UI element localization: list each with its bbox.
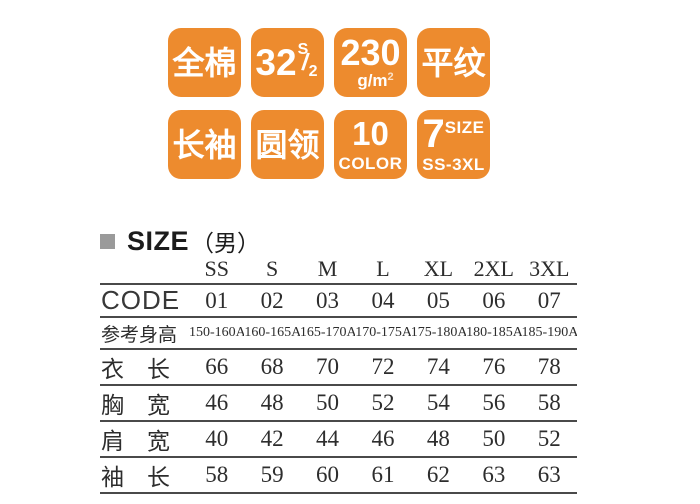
size-table: SS S M L XL 2XL 3XL CODE 01 02 03 04 05 …: [100, 254, 577, 494]
cell: 185-190A: [521, 317, 577, 350]
header-col-s: S: [244, 254, 300, 285]
cell: 48: [244, 385, 300, 422]
table-row-ref-height: 参考身高 150-160A 160-165A 165-170A 170-175A…: [100, 317, 577, 350]
row-label: 肩 宽: [100, 421, 189, 458]
badge-collar-label: 圆领: [255, 126, 320, 163]
cell: 48: [410, 421, 467, 458]
cell: 70: [299, 349, 356, 386]
cell: 46: [189, 385, 245, 422]
badge-sleeve-label: 长袖: [172, 126, 237, 163]
badge-sleeve: 长袖: [168, 110, 241, 179]
cell: 62: [410, 457, 467, 494]
cell: 165-170A: [299, 317, 356, 350]
cell: 58: [521, 385, 577, 422]
badge-yarn-count: 32 S / 2: [251, 28, 324, 97]
header-col-l: L: [355, 254, 411, 285]
cell: 58: [189, 457, 245, 494]
cell: 05: [410, 284, 467, 318]
badge-size-count: 7 SIZE SS-3XL: [417, 110, 490, 179]
cell: 46: [355, 421, 411, 458]
cell: 150-160A: [189, 317, 245, 350]
table-row-shoulder-width: 肩 宽 40 42 44 46 48 50 52: [100, 421, 577, 458]
cell: 06: [466, 284, 522, 318]
cell: 160-165A: [244, 317, 300, 350]
cell: 60: [299, 457, 356, 494]
cell: 76: [466, 349, 522, 386]
badge-cotton: 全棉: [168, 28, 241, 97]
section-title-gender: （男）: [191, 230, 261, 256]
cell: 63: [521, 457, 577, 494]
badge-yarn-sup: S: [297, 40, 309, 58]
table-header-row: SS S M L XL 2XL 3XL: [100, 254, 577, 285]
row-label: 胸 宽: [100, 385, 189, 422]
feature-badges: 全棉 32 S / 2 230 g/m2 平纹 长袖 圆领: [168, 28, 490, 179]
badge-yarn-sub: 2: [308, 62, 318, 80]
cell: 01: [189, 284, 245, 318]
badge-weave-label: 平纹: [421, 44, 486, 81]
cell: 63: [466, 457, 522, 494]
badge-yarn-fraction: S / 2: [297, 40, 320, 83]
header-col-ss: SS: [189, 254, 245, 285]
cell: 68: [244, 349, 300, 386]
row-label: CODE: [100, 284, 189, 318]
cell: 50: [299, 385, 356, 422]
cell: 02: [244, 284, 300, 318]
badge-size-number: 7: [422, 112, 445, 156]
cell: 61: [355, 457, 411, 494]
row-label: 衣 长: [100, 349, 189, 386]
badge-yarn-number: 32: [255, 42, 297, 83]
cell: 74: [410, 349, 467, 386]
cell: 180-185A: [466, 317, 522, 350]
cell: 40: [189, 421, 245, 458]
cell: 59: [244, 457, 300, 494]
header-col-xl: XL: [410, 254, 467, 285]
badge-color-count: 10 COLOR: [334, 110, 407, 179]
badge-weave: 平纹: [417, 28, 490, 97]
table-row-body-length: 衣 长 66 68 70 72 74 76 78: [100, 349, 577, 386]
cell: 175-180A: [410, 317, 467, 350]
cell: 04: [355, 284, 411, 318]
cell: 07: [521, 284, 577, 318]
badge-color-label: COLOR: [338, 154, 403, 173]
row-label: 袖 长: [100, 457, 189, 494]
cell: 03: [299, 284, 356, 318]
cell: 78: [521, 349, 577, 386]
cell: 66: [189, 349, 245, 386]
badge-weight: 230 g/m2: [334, 28, 407, 97]
cell: 54: [410, 385, 467, 422]
badge-cotton-label: 全棉: [172, 44, 237, 81]
section-bullet-square: [100, 233, 115, 249]
badge-weight-unit: g/m2: [357, 71, 394, 91]
cell: 42: [244, 421, 300, 458]
cell: 170-175A: [355, 317, 411, 350]
badge-weight-unit-sup: 2: [387, 71, 394, 84]
badge-size-range: SS-3XL: [422, 155, 485, 174]
header-col-3xl: 3XL: [521, 254, 577, 285]
row-label: 参考身高: [100, 317, 189, 350]
cell: 52: [521, 421, 577, 458]
header-col-m: M: [299, 254, 356, 285]
cell: 72: [355, 349, 411, 386]
table-row-code: CODE 01 02 03 04 05 06 07: [100, 284, 577, 318]
cell: 50: [466, 421, 522, 458]
badge-collar: 圆领: [251, 110, 324, 179]
cell: 56: [466, 385, 522, 422]
badge-color-number: 10: [352, 115, 389, 152]
cell: 52: [355, 385, 411, 422]
header-col-2xl: 2XL: [466, 254, 522, 285]
size-section-title: SIZE （男）: [100, 225, 260, 256]
section-title-text: SIZE: [127, 225, 190, 256]
badge-size-label: SIZE: [444, 118, 485, 137]
table-row-sleeve-length: 袖 长 58 59 60 61 62 63 63: [100, 457, 577, 494]
table-row-chest-width: 胸 宽 46 48 50 52 54 56 58: [100, 385, 577, 422]
badge-weight-number: 230: [340, 31, 401, 73]
header-empty-cell: [100, 254, 189, 285]
cell: 44: [299, 421, 356, 458]
